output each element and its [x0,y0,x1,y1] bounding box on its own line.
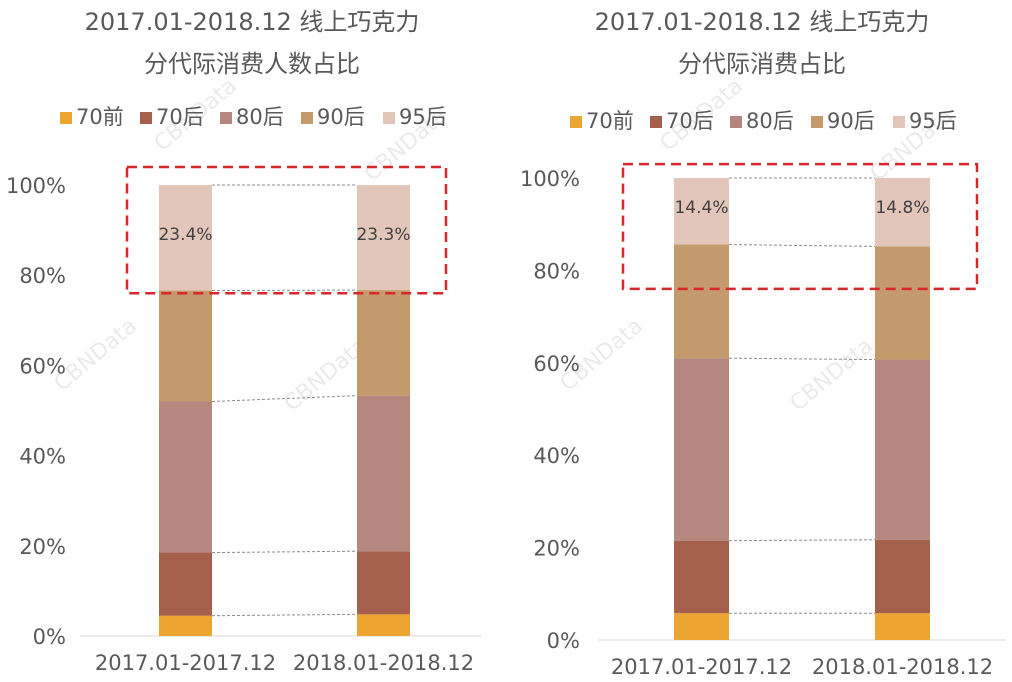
bar-segment-2 [357,551,410,615]
bar-segment-4 [357,290,410,396]
y-tick-label: 20% [533,537,580,561]
legend-label: 95后 [399,105,447,129]
legend-swatch [570,116,582,128]
y-tick-label: 0% [33,625,66,649]
bar-segment-1 [875,613,930,640]
bar-segment-5 [159,185,212,291]
y-tick-label: 60% [533,352,580,376]
y-tick-label: 80% [19,264,66,288]
bar-segment-1 [159,615,212,636]
highlight-box [621,162,979,291]
legend-label: 70后 [156,105,204,129]
x-category-label: 2017.01-2017.12 [611,655,792,679]
legend-swatch [301,112,313,124]
legend-swatch [60,112,72,124]
y-tick-label: 40% [19,445,66,469]
bar-segment-2 [674,540,729,614]
chart-consumer-count-share: CBNData CBNData CBNData CBNData 2017.01-2018… [6,8,482,675]
bar-segment-4 [159,290,212,402]
legend-label: 70后 [666,109,714,133]
bar-segment-1 [674,613,729,640]
bar-segment-5 [875,178,930,247]
bar-segment-4 [875,246,930,360]
y-tick-label: 80% [533,259,580,283]
y-tick-label: 40% [533,444,580,468]
legend-swatch [220,112,232,124]
legend-label: 80后 [746,109,794,133]
bar-segment-3 [357,395,410,552]
series-connector-line [728,539,876,542]
y-tick-label: 0% [547,629,580,653]
data-label: 23.4% [158,225,212,245]
series-connector-line [211,550,358,554]
y-tick-label: 100% [6,174,66,198]
x-category-label: 2018.01-2018.12 [812,655,993,679]
y-tick-label: 60% [19,354,66,378]
legend-swatch [140,112,152,124]
bar-segment-4 [674,244,729,359]
chart-spending-share: CBNData CBNData CBNData CBNData 2017.01-2018… [506,0,1012,682]
bar-segment-2 [159,552,212,616]
series-connector-line [728,357,876,361]
y-tick-label: 100% [520,167,580,191]
chart-title-line-2: 分代际消费人数占比 [144,50,360,78]
legend-label: 80后 [236,105,284,129]
watermark-text: CBNData [786,333,878,416]
bar-segment-5 [674,178,729,245]
bar-segment-1 [357,614,410,636]
bar-segment-5 [357,185,410,291]
legend-label: 95后 [909,109,957,133]
data-label: 14.4% [674,198,728,218]
legend-label: 70前 [586,109,634,133]
series-connector-line [728,244,876,247]
series-connector-line [211,613,358,617]
chart-title-line-2: 分代际消费占比 [678,50,846,78]
legend-swatch [893,116,905,128]
legend-swatch [650,116,662,128]
legend-swatch [383,112,395,124]
x-category-label: 2018.01-2018.12 [293,651,474,675]
x-category-label: 2017.01-2017.12 [95,651,276,675]
legend-label: 90后 [317,105,365,129]
chart-title-line-1: 2017.01-2018.12 线上巧克力 [595,8,930,36]
data-label: 23.3% [356,225,410,245]
data-label: 14.8% [875,198,929,218]
legend-label: 70前 [76,105,124,129]
y-tick-label: 20% [19,535,66,559]
bar-segment-3 [875,359,930,540]
legend-swatch [730,116,742,128]
bar-segment-3 [159,401,212,553]
chart-title-line-1: 2017.01-2018.12 线上巧克力 [85,8,420,36]
legend-swatch [811,116,823,128]
bar-segment-3 [674,358,729,541]
series-connector-line [211,395,358,402]
legend-label: 90后 [827,109,875,133]
bar-segment-2 [875,539,930,614]
